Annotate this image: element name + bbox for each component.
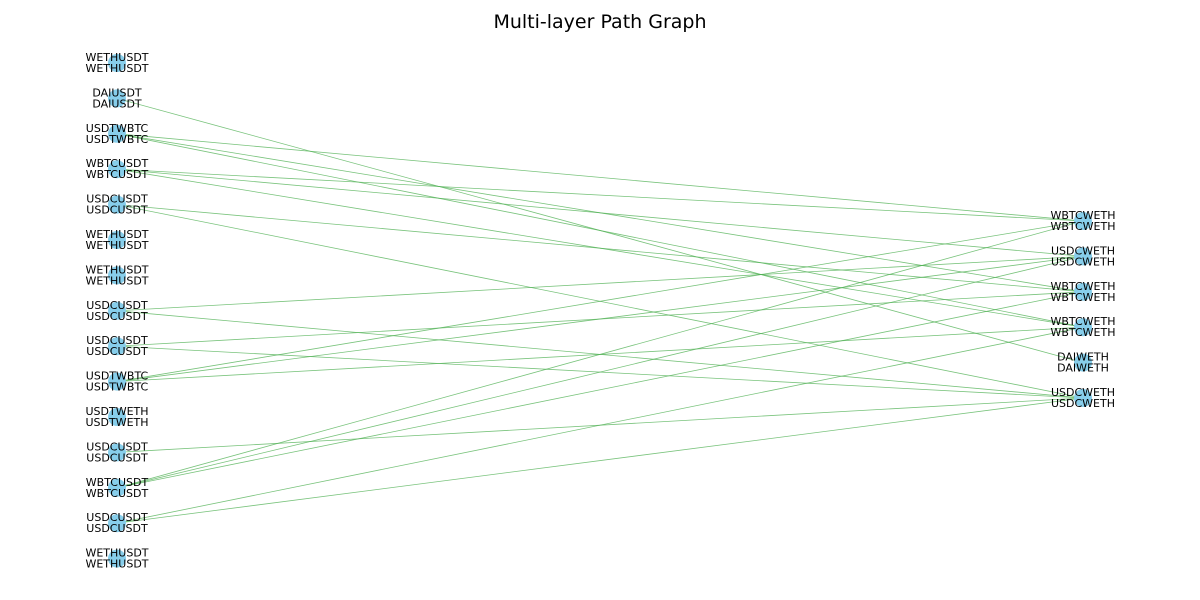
node-L9 [108, 372, 126, 391]
edge-L13-R5 [116, 397, 1084, 524]
node-label-R1-1: USDCWETH [1051, 255, 1115, 268]
node-L5 [108, 231, 126, 249]
node-label-L1-1: DAIUSDT [92, 97, 142, 110]
node-R1 [1074, 247, 1092, 266]
node-label-L12-0: WBTCUSDT [86, 476, 149, 489]
node-label-R4-0: DAIWETH [1057, 351, 1109, 364]
node-label-L4-0: USDCUSDT [86, 193, 148, 206]
node-label-L0-0: WETHUSDT [85, 51, 148, 64]
node-label-L6-0: WETHUSDT [85, 263, 148, 276]
node-label-R4-1: DAIWETH [1057, 362, 1109, 375]
node-label-R3-0: WBTCWETH [1051, 315, 1116, 328]
edge-L12-R2 [116, 291, 1084, 489]
node-label-L3-0: WBTCUSDT [86, 157, 149, 170]
edge-L3-R0 [116, 168, 1084, 222]
edge-L13-R3 [116, 326, 1084, 524]
node-L14 [108, 549, 126, 568]
edge-L4-R2 [116, 204, 1084, 293]
node-label-L8-0: USDCUSDT [86, 334, 148, 347]
edge-L2-R0 [116, 133, 1084, 222]
node-label-L0-1: WETHUSDT [85, 62, 148, 75]
node-label-L11-0: USDCUSDT [86, 440, 148, 453]
node-L3 [108, 160, 126, 179]
node-label-L6-1: WETHUSDT [85, 274, 148, 287]
edge-L7-R1 [116, 256, 1084, 312]
node-L4 [108, 195, 126, 214]
node-R3 [1074, 318, 1092, 337]
node-label-L13-1: USDCUSDT [86, 522, 148, 535]
node-L7 [108, 301, 126, 320]
edge-L2-R3 [116, 133, 1084, 328]
node-label-L8-1: USDCUSDT [86, 345, 148, 358]
node-L11 [108, 443, 126, 462]
node-L1 [108, 89, 126, 108]
node-L8 [108, 337, 126, 356]
node-label-L7-0: USDCUSDT [86, 299, 148, 312]
node-label-L12-1: WBTCUSDT [86, 487, 149, 500]
node-label-L9-0: USDTWBTC [86, 370, 149, 383]
node-label-L2-0: USDTWBTC [86, 122, 149, 135]
edge-L9-R0 [116, 220, 1084, 382]
node-label-R2-0: WBTCWETH [1051, 280, 1116, 293]
node-label-L13-0: USDCUSDT [86, 511, 148, 524]
node-label-L7-1: USDCUSDT [86, 310, 148, 323]
node-label-L5-1: WETHUSDT [85, 239, 148, 252]
node-label-R0-1: WBTCWETH [1051, 220, 1116, 233]
node-R0 [1074, 212, 1092, 230]
node-L12 [108, 478, 126, 497]
node-label-R5-0: USDCWETH [1051, 386, 1115, 399]
node-R2 [1074, 282, 1092, 301]
node-L2 [108, 124, 126, 143]
node-label-L3-1: WBTCUSDT [86, 168, 149, 181]
node-label-L1-0: DAIUSDT [92, 86, 142, 99]
edge-L9-R1 [116, 256, 1084, 382]
node-label-L5-0: WETHUSDT [85, 228, 148, 241]
node-label-L11-1: USDCUSDT [86, 451, 148, 464]
node-label-R1-0: USDCWETH [1051, 244, 1115, 257]
node-label-R3-1: WBTCWETH [1051, 326, 1116, 339]
node-R5 [1074, 389, 1092, 407]
edges-layer [116, 98, 1084, 524]
node-L13 [108, 514, 126, 533]
edge-L12-R1 [116, 256, 1084, 489]
nodes-layer [108, 54, 1092, 568]
node-label-L9-1: USDTWBTC [86, 381, 149, 394]
node-L0 [108, 54, 126, 72]
node-R4 [1074, 353, 1092, 372]
node-label-R5-1: USDCWETH [1051, 397, 1115, 410]
edge-L3-R1 [116, 168, 1084, 257]
labels-layer: WETHUSDTWETHUSDTDAIUSDTDAIUSDTUSDTWBTCUS… [85, 51, 1115, 571]
node-L10 [108, 408, 126, 426]
node-label-L2-1: USDTWBTC [86, 133, 149, 146]
node-label-L4-1: USDCUSDT [86, 204, 148, 217]
node-label-R0-0: WBTCWETH [1051, 209, 1116, 222]
node-label-L10-0: USDTWETH [85, 405, 148, 418]
node-label-L14-1: WETHUSDT [85, 558, 148, 571]
edge-L12-R0 [116, 220, 1084, 489]
node-label-L14-0: WETHUSDT [85, 547, 148, 560]
node-label-R2-1: WBTCWETH [1051, 291, 1116, 304]
node-label-L10-1: USDTWETH [85, 416, 148, 429]
node-L6 [108, 266, 126, 285]
graph-title: Multi-layer Path Graph [493, 11, 707, 33]
